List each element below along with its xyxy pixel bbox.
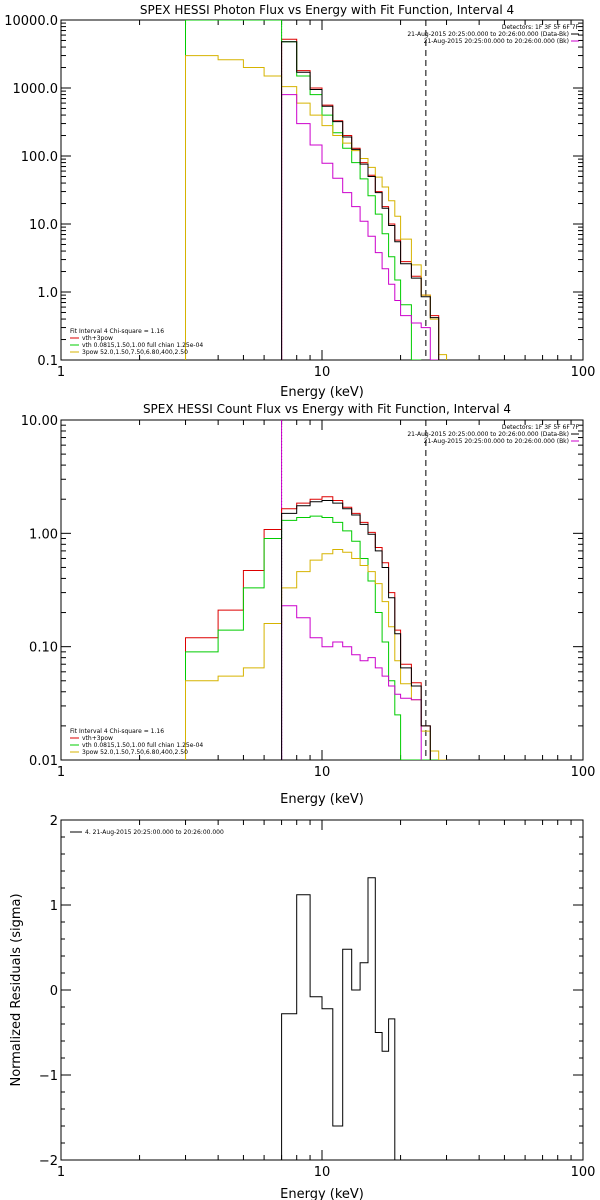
fit-legend-title: Fit Interval 4 Chi-square = 1.16 [70,328,164,335]
header-text: Detectors: 1F 3F 5F 6F 7F [502,24,580,31]
header-text: 21-Aug-2015 20:25:00.000 to 20:26:00.000… [424,438,569,445]
series-line-4 [281,605,422,760]
series-line-5 [281,41,440,360]
x-tick-label: 100 [571,1165,596,1180]
legend-entry: 3pow 52.0,1.50,7.50,6.80,400,2.50 [82,349,188,356]
x-tick-label: 1 [57,765,65,780]
x-tick-label: 100 [571,365,596,380]
x-tick-label: 100 [571,765,596,780]
y-axis-label: Normalized Residuals (sigma) [9,893,24,1086]
series-line-3 [185,549,447,760]
y-tick-label: 1 [50,899,58,914]
x-axis-label: Energy (keV) [280,385,364,400]
y-tick-label: 0 [50,984,58,999]
plot-area [185,420,447,760]
x-tick-label: 1 [57,1165,65,1180]
y-tick-label: 10.00 [21,414,58,429]
y-tick-label: 0.1 [37,354,58,369]
legend-entry: 4. 21-Aug-2015 20:25:00.000 to 20:26:00.… [85,829,224,836]
series-line-4 [281,94,439,360]
plot-area [281,877,396,1160]
legend-entry: vth 0.0815,1.50,1.00 full chian 1.25e-04 [82,342,203,349]
y-tick-label: 1.0 [37,286,58,301]
series-line-1 [281,877,396,1160]
header-text: 21-Aug-2015 20:25:00.000 to 20:26:00.000… [424,38,569,45]
y-tick-label: 2 [50,814,58,829]
header-text: Detectors: 1F 3F 5F 6F 7F [502,424,580,431]
plot-frame [60,419,584,761]
legend-entry: vth 0.0815,1.50,1.00 full chian 1.25e-04 [82,742,203,749]
chart-panel-1: 1 10 100 0.1 1.0 10.0 100.0 1000.0 10000.0 SPEX H… [4,3,595,400]
y-tick-label: −1 [39,1069,58,1084]
legend-entry: 3pow 52.0,1.50,7.50,6.80,400,2.50 [82,749,188,756]
series-line-2 [185,20,422,360]
x-tick-label: 1 [57,365,65,380]
fit-legend-title: Fit Interval 4 Chi-square = 1.16 [70,728,164,735]
series-line-1 [185,496,447,760]
plot-area [185,20,447,360]
x-axis-label: Energy (keV) [280,792,364,807]
series-line-2 [185,515,447,760]
x-axis-label: Energy (keV) [280,1187,364,1200]
header-text: 21-Aug-2015 20:25:00.000 to 20:26:00.000… [407,431,569,438]
chart-title: SPEX HESSI Count Flux vs Energy with Fit… [143,402,511,416]
chart-title: SPEX HESSI Photon Flux vs Energy with Fi… [140,3,514,17]
legend-entry: vth+3pow [82,335,113,342]
y-tick-label: 0.10 [29,641,58,656]
x-tick-label: 10 [314,1165,331,1180]
x-tick-label: 10 [314,765,331,780]
y-tick-label: 10000.0 [4,14,58,29]
legend-entry: vth+3pow [82,735,113,742]
plot-frame [60,819,584,1161]
header-text: 21-Aug-2015 20:25:00.000 to 20:26:00.000… [407,31,569,38]
y-tick-label: 0.01 [29,754,58,769]
series-line-1 [281,38,440,360]
chart-panel-2: 1 10 100 0.01 0.10 1.00 10.00 SPEX HESSI Count … [21,402,596,807]
y-tick-label: 1.00 [29,527,58,542]
y-tick-label: 1000.0 [13,82,59,97]
series-line-5 [281,500,431,760]
y-tick-label: −2 [39,1154,58,1169]
series-line-3 [185,55,447,360]
x-tick-label: 10 [314,365,331,380]
plot-frame [60,19,584,361]
y-tick-label: 10.0 [29,218,58,233]
y-tick-label: 100.0 [21,150,58,165]
chart-panel-3: 1 10 100 −2 −1 0 1 2 Energy (keV) Normalized Resi… [9,814,595,1200]
